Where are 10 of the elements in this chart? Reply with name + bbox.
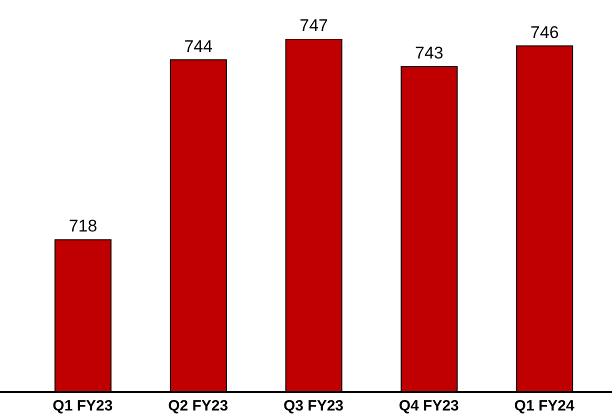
data-label: 718 (68, 216, 98, 236)
x-tick-label: Q1 FY24 (514, 398, 575, 414)
data-label: 747 (300, 16, 328, 35)
data-label: 744 (184, 36, 213, 56)
x-tick-label: Q3 FY23 (283, 398, 344, 414)
data-label: 743 (415, 44, 444, 63)
data-label: 746 (530, 22, 559, 42)
x-tick-label: Q1 FY23 (52, 398, 113, 414)
x-tick-label: Q2 FY23 (168, 398, 228, 414)
x-tick-label: Q4 FY23 (398, 398, 459, 414)
